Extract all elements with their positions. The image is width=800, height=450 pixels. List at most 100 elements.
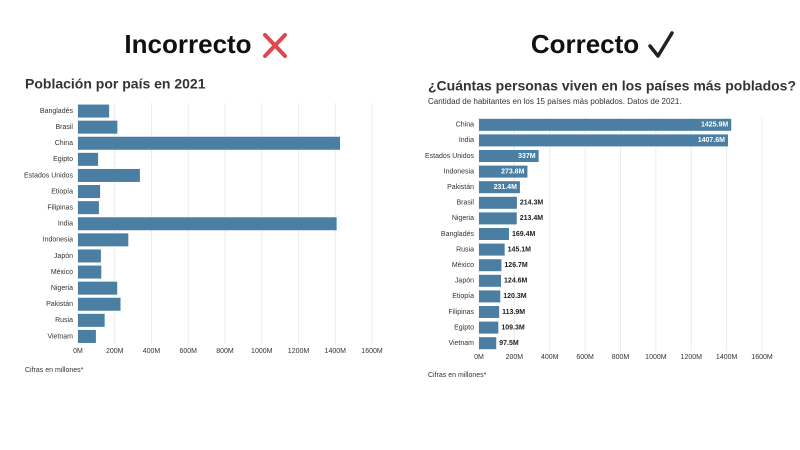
check-icon	[648, 31, 674, 58]
bar	[479, 165, 528, 178]
cross-icon	[263, 33, 287, 58]
value-label: 213.4M	[520, 215, 544, 222]
bar	[78, 297, 121, 311]
bar	[479, 337, 497, 350]
y-tick-label: Rusia	[55, 317, 73, 324]
bar	[479, 150, 539, 162]
bar	[78, 120, 118, 134]
x-tick-label: 600M	[179, 348, 197, 355]
bar	[479, 243, 505, 256]
bar	[78, 233, 129, 247]
value-label: 97.5M	[499, 340, 519, 347]
x-tick-label: 1400M	[325, 348, 347, 355]
y-tick-label: Etiopía	[51, 188, 73, 195]
x-tick-label: 800M	[612, 354, 630, 361]
bar	[479, 306, 500, 318]
value-label: 120.3M	[503, 293, 527, 300]
y-tick-label: China	[456, 122, 474, 129]
y-tick-label: Pakistán	[447, 184, 474, 191]
y-tick-label: Japón	[54, 253, 73, 260]
y-tick-label: Bangladés	[441, 231, 475, 238]
y-tick-label: Brasil	[456, 200, 474, 207]
bar	[479, 290, 501, 303]
footnote: Cifras en millones*	[25, 367, 84, 374]
heading-right: Correcto	[531, 29, 639, 59]
y-tick-label: Vietnam	[448, 340, 474, 347]
y-tick-label: Indonesia	[444, 168, 474, 175]
bar	[479, 134, 728, 147]
x-tick-label: 400M	[143, 348, 161, 355]
y-tick-label: Egipto	[454, 324, 474, 331]
x-tick-label: 400M	[541, 354, 559, 361]
y-tick-label: Filipinas	[448, 309, 474, 316]
x-tick-label: 600M	[576, 354, 594, 361]
y-tick-label: Egipto	[53, 156, 73, 163]
x-tick-label: 1000M	[251, 348, 273, 355]
y-tick-label: India	[58, 221, 73, 228]
y-tick-label: Japón	[455, 278, 474, 285]
bar	[479, 259, 502, 272]
value-label: 113.9M	[502, 309, 525, 316]
bar	[78, 313, 105, 327]
value-label: 109.3M	[501, 324, 525, 331]
bar	[479, 321, 499, 334]
y-tick-label: India	[459, 137, 474, 144]
x-tick-label: 1200M	[681, 354, 703, 361]
value-label: 124.6M	[504, 278, 528, 285]
x-tick-label: 1200M	[288, 348, 310, 355]
value-label: 1407.6M	[698, 137, 725, 144]
y-tick-label: Vietnam	[47, 333, 73, 340]
y-tick-label: México	[452, 262, 474, 269]
heading-wrong: Incorrecto	[124, 29, 251, 59]
y-tick-label: China	[55, 140, 73, 147]
bar	[78, 152, 99, 166]
y-tick-label: Rusia	[456, 246, 474, 253]
x-tick-label: 800M	[216, 348, 234, 355]
bar	[78, 281, 118, 295]
value-label: 273.8M	[501, 168, 525, 175]
y-tick-label: Brasil	[55, 124, 73, 131]
x-tick-label: 200M	[106, 348, 124, 355]
bar	[78, 201, 99, 215]
y-tick-label: Bangladés	[40, 108, 74, 115]
y-tick-label: Filipinas	[47, 204, 73, 211]
x-tick-label: 1600M	[361, 348, 383, 355]
chart-subtitle: Cantidad de habitantes en los 15 países …	[428, 97, 682, 106]
bar	[479, 118, 732, 131]
value-label: 126.7M	[504, 262, 528, 269]
y-tick-label: México	[51, 269, 73, 276]
y-tick-label: Nigeria	[452, 215, 474, 222]
x-tick-label: 1400M	[716, 354, 738, 361]
value-label: 169.4M	[512, 231, 536, 238]
footnote: Cifras en millones*	[428, 372, 487, 379]
y-tick-label: Nigeria	[51, 285, 73, 292]
bar	[479, 228, 509, 240]
bar	[78, 249, 101, 263]
bar	[78, 168, 140, 182]
bar	[78, 185, 101, 199]
x-tick-label: 1000M	[645, 354, 667, 361]
y-tick-label: Etiopía	[452, 293, 474, 300]
y-tick-label: Estados Unidos	[425, 153, 475, 160]
x-tick-label: 200M	[506, 354, 524, 361]
x-tick-label: 0M	[474, 354, 484, 361]
y-tick-label: Estados Unidos	[24, 172, 74, 179]
value-label: 231.4M	[494, 184, 518, 191]
bar	[78, 217, 337, 231]
bar	[78, 329, 96, 343]
y-tick-label: Indonesia	[43, 237, 73, 244]
bar	[78, 104, 110, 118]
value-label: 1425.9M	[701, 122, 728, 129]
bar	[479, 196, 517, 209]
chart-title: Población por país en 2021	[25, 76, 206, 92]
bar	[78, 136, 341, 150]
x-tick-label: 0M	[73, 348, 83, 355]
value-label: 337M	[518, 153, 536, 160]
bar	[78, 265, 102, 279]
x-tick-label: 1600M	[751, 354, 773, 361]
value-label: 214.3M	[520, 200, 544, 207]
bar	[479, 181, 520, 194]
value-label: 145.1M	[508, 246, 532, 253]
